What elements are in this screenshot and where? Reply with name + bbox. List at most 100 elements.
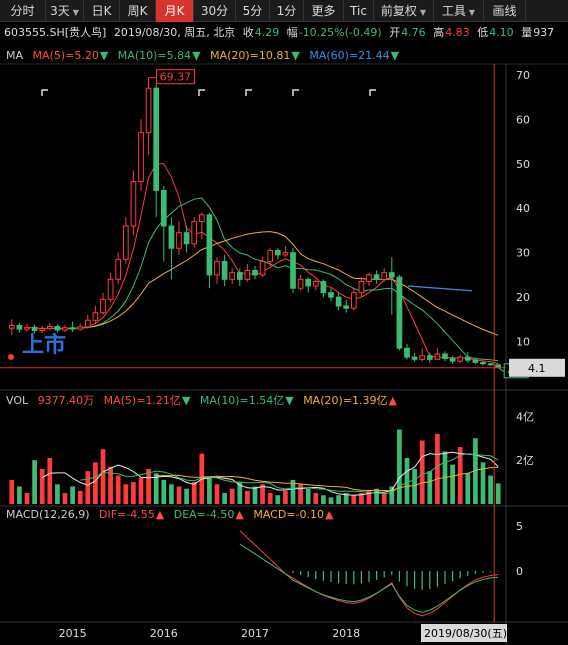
high-value: 4.83 — [445, 26, 470, 39]
toolbar-button[interactable]: Tic — [344, 0, 374, 22]
macd-dea-line — [239, 543, 499, 613]
candle-body — [396, 276, 403, 349]
volume-bar — [252, 486, 258, 504]
candle-body — [46, 325, 53, 330]
volume-bar — [495, 483, 501, 504]
volume-bar — [419, 440, 425, 504]
toolbar-button[interactable]: 前复权 ▼ — [374, 0, 434, 22]
arrow-up-icon: ▲ — [155, 508, 165, 521]
candle-body — [282, 252, 289, 256]
candle-body — [100, 298, 106, 314]
candle-body — [145, 87, 152, 134]
toolbar-button[interactable]: 3天 ▼ — [46, 0, 84, 22]
candle-body — [107, 278, 114, 300]
max-price-label: 69.37 — [160, 71, 192, 84]
candle-body — [198, 214, 205, 223]
volume-bar — [24, 493, 30, 504]
toolbar-button-label: 5分 — [242, 4, 263, 18]
toolbar-button[interactable]: 月K — [156, 0, 194, 22]
ma60-legend: MA(60)=21.44▼ — [309, 49, 400, 62]
toolbar-button[interactable]: 分时 — [0, 0, 46, 22]
listing-marker-text: 上市 — [22, 332, 66, 358]
toolbar-button-label: 30分 — [200, 4, 229, 18]
candle-body — [419, 355, 426, 360]
toolbar-button[interactable]: 更多 — [304, 0, 344, 22]
candle-body — [115, 258, 122, 280]
volume-bar — [184, 488, 189, 504]
volume-bar — [298, 484, 303, 504]
candle-body — [168, 225, 175, 249]
price-tick-label: 60 — [516, 113, 530, 126]
volume-bar — [473, 438, 478, 504]
vol-legend-title: VOL — [6, 394, 29, 407]
candle-body — [54, 325, 61, 331]
toolbar-button[interactable]: 日K — [84, 0, 120, 22]
volume-bar — [207, 477, 212, 504]
toolbar-button[interactable]: 周K — [120, 0, 156, 22]
volume-bar — [397, 429, 402, 504]
candle-body — [183, 232, 190, 245]
volume-bar — [488, 475, 493, 504]
volume-bar — [191, 482, 197, 504]
volume-bar — [427, 471, 433, 504]
volume-bar — [138, 477, 144, 504]
macd-tick-label: 5 — [516, 520, 523, 533]
candle-body — [130, 181, 137, 227]
volume-bar — [9, 479, 15, 504]
volume-bar — [321, 495, 326, 504]
event-marker — [292, 89, 299, 96]
event-marker — [41, 89, 48, 96]
volume-bar — [77, 490, 83, 504]
macd-value-legend: MACD=-0.10▲ — [253, 508, 334, 521]
candle-body — [366, 274, 372, 283]
volume-bar — [283, 490, 288, 504]
chevron-down-icon: ▼ — [72, 8, 79, 17]
price-tick-label: 20 — [516, 291, 530, 304]
volume-bar — [290, 479, 296, 504]
close-value: 4.29 — [254, 26, 280, 39]
ma20-legend: MA(20)=10.81▼ — [210, 49, 300, 62]
arrow-down-icon: ▼ — [291, 49, 300, 62]
toolbar-button[interactable]: 1分 — [270, 0, 304, 22]
x-axis-year-label: 2015 — [59, 627, 87, 640]
candle-body — [39, 328, 46, 331]
candle-body — [206, 214, 213, 276]
volume-bar — [47, 458, 53, 504]
volume-bar — [222, 493, 227, 504]
toolbar-button-label: 画线 — [492, 4, 517, 18]
candle-body — [297, 278, 304, 289]
volume-bar — [305, 488, 311, 504]
candle-body — [290, 252, 296, 289]
arrow-down-icon: ▼ — [181, 394, 191, 407]
candle-body — [381, 272, 388, 280]
price-tick-label: 10 — [516, 336, 530, 349]
toolbar-button[interactable]: 5分 — [236, 0, 270, 22]
candle-body — [31, 326, 38, 331]
volume-bar — [123, 484, 129, 504]
volume-bar — [108, 466, 113, 504]
toolbar-button[interactable]: 30分 — [194, 0, 236, 22]
volume-bar — [260, 484, 265, 504]
candle-body — [480, 361, 486, 365]
volume-bar — [412, 468, 417, 504]
candle-body — [335, 296, 342, 307]
toolbar-button[interactable]: 工具 ▼ — [434, 0, 484, 22]
volume-bar — [131, 482, 136, 504]
vol-ma20-legend: MA(20)=1.39亿▲ — [303, 394, 397, 407]
volume-bar — [85, 471, 91, 504]
candle-body — [274, 249, 281, 256]
arrow-down-icon: ▼ — [390, 49, 400, 62]
price-tick-label: 70 — [516, 69, 530, 82]
ma10-legend: MA(10)=5.84▼ — [117, 49, 201, 62]
candle-body — [259, 261, 266, 276]
volume-bar — [389, 486, 395, 504]
candle-body — [411, 356, 418, 360]
volume-ma5-line — [41, 451, 499, 496]
toolbar-button[interactable]: 画线 — [484, 0, 526, 22]
volume-bar — [39, 468, 45, 504]
volume-label: 量 — [521, 26, 533, 39]
candle-body — [221, 261, 228, 280]
candle-body — [373, 274, 380, 280]
candle-body — [388, 272, 395, 278]
